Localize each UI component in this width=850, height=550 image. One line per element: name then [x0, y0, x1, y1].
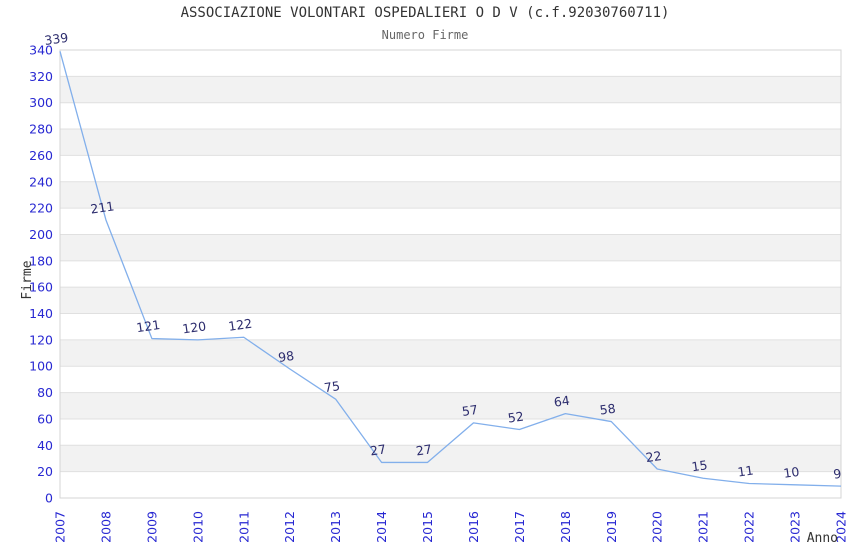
point-label: 27 [415, 441, 433, 458]
y-tick-label: 180 [29, 253, 53, 268]
y-tick-label: 40 [37, 438, 53, 453]
x-tick-label: 2017 [512, 511, 527, 543]
band [60, 76, 841, 103]
band [60, 234, 841, 261]
x-tick-label: 2016 [466, 511, 481, 543]
x-tick-label: 2009 [144, 511, 159, 543]
point-label: 11 [737, 463, 755, 480]
point-label: 122 [227, 316, 253, 334]
point-label: 121 [135, 317, 161, 335]
point-label: 10 [783, 464, 801, 481]
plot-bands [60, 76, 841, 472]
y-tick-label: 340 [29, 43, 53, 58]
x-tick-label: 2015 [420, 511, 435, 543]
point-label: 211 [89, 198, 115, 216]
x-tick-label: 2011 [236, 511, 251, 543]
point-label: 52 [507, 408, 525, 425]
point-label: 120 [181, 318, 207, 336]
y-tick-label: 20 [37, 464, 53, 479]
y-tick-label: 300 [29, 95, 53, 110]
x-tick-label: 2013 [328, 511, 343, 543]
y-tick-label: 240 [29, 174, 53, 189]
y-tick-label: 60 [37, 411, 53, 426]
y-axis-ticks: 0 20 40 60 80 100 120 140 160 180 200 220 240 260 280 3… [29, 43, 53, 506]
x-tick-label: 2012 [282, 511, 297, 543]
x-axis-title: Anno [807, 531, 838, 546]
point-label: 64 [553, 393, 571, 410]
point-label: 15 [691, 457, 709, 474]
point-label: 27 [369, 441, 387, 458]
x-tick-label: 2024 [834, 511, 849, 543]
band [60, 181, 841, 209]
y-tick-label: 80 [37, 385, 53, 400]
x-tick-label: 2014 [374, 511, 389, 543]
point-label: 57 [461, 402, 479, 419]
x-tick-label: 2010 [190, 511, 205, 543]
band [60, 339, 841, 367]
point-label: 9 [832, 466, 842, 482]
y-tick-label: 260 [29, 148, 53, 163]
x-axis-ticks: 2007 2008 2009 2010 2011 2012 2013 2014 2015 2016… [53, 511, 849, 543]
point-label: 339 [44, 30, 70, 48]
y-tick-label: 280 [29, 122, 53, 137]
band [60, 129, 841, 156]
point-label: 58 [599, 401, 617, 418]
y-tick-label: 320 [29, 69, 53, 84]
data-line [59, 51, 842, 487]
plot-border [59, 49, 842, 499]
point-label: 98 [277, 348, 295, 365]
x-tick-label: 2007 [53, 511, 68, 543]
y-tick-label: 0 [45, 491, 53, 506]
x-tick-label: 2019 [604, 511, 619, 543]
y-tick-label: 220 [29, 201, 53, 216]
x-tick-label: 2021 [696, 511, 711, 543]
point-label: 75 [323, 378, 341, 395]
x-tick-label: 2018 [558, 511, 573, 543]
x-tick-label: 2020 [650, 511, 665, 543]
y-tick-label: 160 [29, 280, 53, 295]
chart-title: ASSOCIAZIONE VOLONTARI OSPEDALIERI O D V… [180, 5, 670, 21]
y-tick-label: 100 [29, 359, 53, 374]
y-tick-label: 120 [29, 332, 53, 347]
point-label: 22 [645, 448, 663, 465]
y-tick-label: 200 [29, 227, 53, 242]
x-tick-label: 2008 [98, 511, 113, 543]
point-labels: 339 211 121 120 122 98 75 27 27 57 52 64 58 22 15 11 10 9 [44, 30, 843, 482]
y-tick-label: 140 [29, 306, 53, 321]
band [60, 445, 841, 472]
band [60, 392, 841, 419]
gridlines [60, 49, 841, 499]
band [60, 287, 841, 314]
x-tick-label: 2022 [742, 511, 757, 543]
x-tick-label: 2023 [788, 511, 803, 543]
y-axis-title: Firme [20, 260, 35, 299]
chart-subtitle: Numero Firme [381, 28, 469, 42]
